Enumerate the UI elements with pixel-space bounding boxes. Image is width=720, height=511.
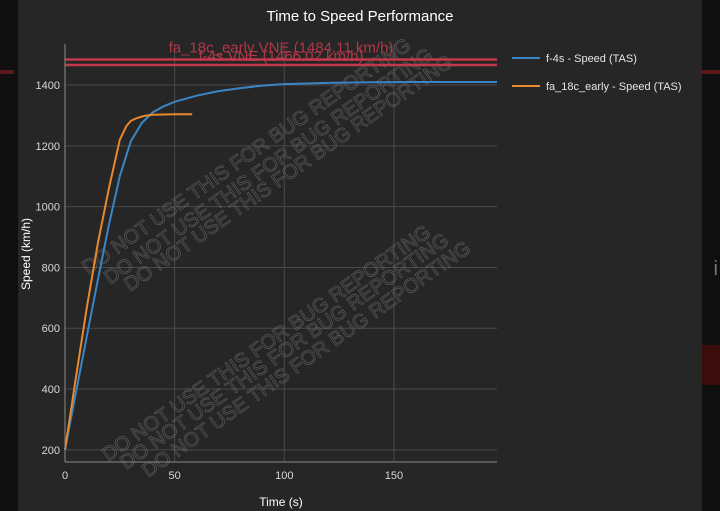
y-axis-title: Speed (km/h) [19,218,33,290]
vne-reference-label: fa_18c_early VNE (1484.11 km/h) [169,39,394,56]
background-window-fragment [700,345,720,385]
y-tick-label: 400 [42,384,60,396]
y-tick-label: 200 [42,445,60,457]
legend-label: fa_18c_early - Speed (TAS) [546,81,682,93]
x-tick-label: 100 [275,470,293,482]
y-tick-label: 1000 [36,202,60,214]
y-tick-label: 1400 [36,80,60,92]
x-tick-label: 0 [62,470,68,482]
legend[interactable]: f-4s - Speed (TAS) fa_18c_early - Speed (… [512,53,682,93]
watermark-text: DO NOT USE THIS FOR BUG REPORTING [78,34,415,279]
background-window-text: i [713,258,718,280]
axes: 200 400 600 800 1000 1200 1400 0 50 100 150 [36,44,497,482]
reference-lines: fa_18c_early VNE (1484.11 km/h)f-4s VNE … [65,39,497,67]
chart-title: Time to Speed Performance [266,8,453,25]
chart-panel: DO NOT USE THIS FOR BUG REPORTING DO NOT … [18,0,702,511]
x-axis-title: Time (s) [259,495,303,509]
x-tick-label: 50 [169,470,181,482]
background-window-edge [0,70,14,74]
background-window-edge-right [700,70,720,74]
y-tick-label: 1200 [36,141,60,153]
vne-reference-label: f-4s VNE (1466.02 km/h) [198,48,363,65]
y-tick-label: 800 [42,262,60,274]
series-line [64,81,497,450]
x-tick-label: 150 [385,470,403,482]
y-tick-label: 600 [42,323,60,335]
legend-label: f-4s - Speed (TAS) [546,53,637,65]
grid [64,44,497,462]
series-line [64,113,193,450]
series-lines [64,81,497,450]
watermark-text: DO NOT USE THIS FOR BUG REPORTING [138,237,475,482]
